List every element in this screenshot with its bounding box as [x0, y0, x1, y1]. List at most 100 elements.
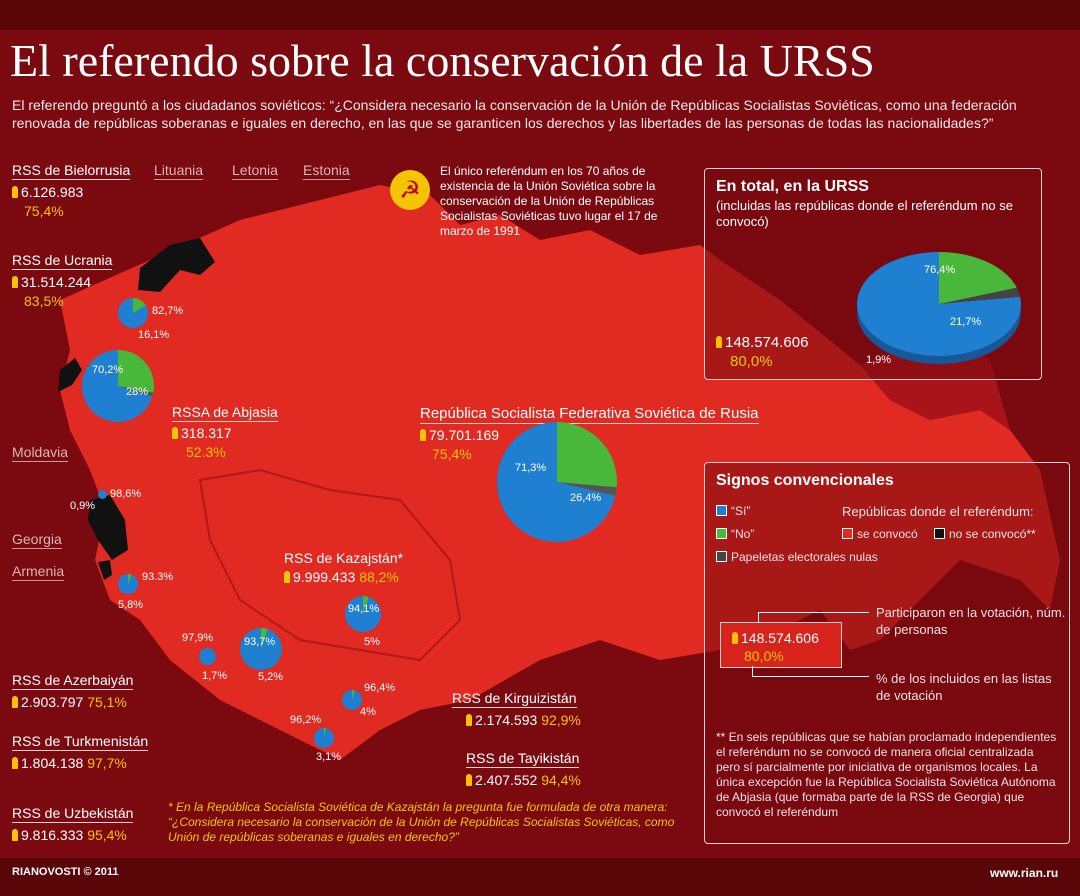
uzbekistan-pct: 95,4% — [87, 827, 127, 843]
bielorrusia-yes: 82,7% — [152, 305, 184, 317]
abjasia-yes: 98,6% — [110, 488, 142, 500]
uzbekistan-voters: 9.816.333 95,4% — [12, 827, 127, 843]
person-icon — [12, 829, 18, 841]
azerbaiyan-voters: 2.903.797 75,1% — [12, 694, 127, 710]
bielorrusia-no: 16,1% — [138, 329, 170, 341]
kirguizistan-pie — [342, 690, 362, 710]
kazajstan-pct: 88,2% — [359, 569, 399, 585]
void-swatch — [716, 551, 727, 562]
bielorrusia-pct: 75,4% — [24, 203, 64, 219]
label-georgia: Georgia — [12, 531, 62, 549]
legend-title: Signos convencionales — [716, 472, 894, 489]
legend-no-label: “No” — [731, 527, 755, 541]
rusia-voters-value: 79.701.169 — [429, 427, 500, 443]
total-voters-value: 148.574.606 — [725, 334, 809, 351]
kazajstan-no: 5% — [364, 636, 380, 648]
person-icon — [172, 427, 178, 439]
tayikistan-no: 3,1% — [316, 751, 342, 763]
label-lituania: Lituania — [154, 162, 204, 180]
ucrania-voters: 31.514.244 — [12, 274, 91, 290]
kirguizistan-name: RSS de Kirguizistán — [452, 690, 577, 708]
person-icon — [732, 632, 738, 644]
label-moldavia: Moldavia — [12, 444, 69, 462]
turkmenistan-name: RSS de Turkmenistán — [12, 733, 149, 751]
tayikistan-yes: 96,2% — [290, 714, 322, 726]
turkmenistan-voters-value: 1.804.138 — [21, 755, 84, 771]
rusia-no: 26,4% — [570, 492, 602, 504]
person-icon — [12, 186, 18, 198]
azerbaiyan-voters-value: 2.903.797 — [21, 694, 84, 710]
total-no: 21,7% — [950, 316, 982, 328]
total-pie — [857, 252, 1021, 356]
rusia-pct: 75,4% — [432, 446, 472, 462]
kazajstan-voters: 9.999.433 88,2% — [284, 569, 399, 585]
azerbaiyan-name: RSS de Azerbaiyán — [12, 672, 134, 690]
hammer-sickle-icon: ☭ — [390, 170, 430, 210]
abjasia-pie — [98, 490, 107, 499]
rusia-pie — [497, 422, 617, 542]
abjasia-voters: 318.317 — [172, 425, 232, 441]
ucrania-name: RSS de Ucrania — [12, 252, 113, 270]
bielorrusia-voters: 6.126.983 — [12, 184, 83, 200]
total-void: 1,9% — [866, 354, 892, 366]
total-voters: 148.574.606 — [716, 334, 808, 351]
info-text: El único referéndum en los 70 años de ex… — [440, 164, 658, 238]
tayikistan-pie — [314, 728, 334, 748]
kazajstan-name: RSS de Kazajstán* — [284, 550, 404, 566]
sample-voters: 148.574.606 — [732, 630, 819, 646]
legend-convoked: se convocó — [842, 527, 918, 542]
legend-participants: Participaron en la votación, núm. de per… — [876, 605, 1066, 637]
ucrania-yes: 70,2% — [92, 364, 124, 376]
uzbekistan-name: RSS de Uzbekistán — [12, 805, 134, 823]
person-icon — [716, 336, 722, 348]
ucrania-pie — [82, 350, 154, 422]
legend-not-convoked: no se convocó** — [934, 527, 1036, 542]
turkmenistan-pie — [199, 648, 216, 665]
azerbaiyan-pie — [118, 574, 138, 594]
legend-no: “No” — [716, 527, 754, 542]
uzbekistan-voters-value: 9.816.333 — [21, 827, 84, 843]
kirguizistan-yes: 96,4% — [364, 682, 396, 694]
moldova-shape — [58, 358, 82, 392]
legend-footnote: ** En seis repúblicas que se habían proc… — [716, 730, 1057, 819]
kazajstan-pie — [345, 596, 381, 632]
sample-pct: 80,0% — [744, 648, 784, 664]
person-icon — [12, 276, 18, 288]
kazajstan-voters-value: 9.999.433 — [293, 569, 356, 585]
turkmenistan-pct: 97,7% — [87, 755, 127, 771]
total-pct: 80,0% — [730, 353, 773, 370]
kirguizistan-pct: 92,9% — [541, 712, 581, 728]
rusia-name: República Socialista Federativa Soviétic… — [420, 405, 759, 424]
convoked-swatch — [842, 528, 853, 539]
legend-void-label: Papeletas electorales nulas — [731, 550, 878, 564]
sample-box — [720, 622, 842, 668]
uzbekistan-yes: 93,7% — [244, 636, 276, 648]
legend-yes: “Sí” — [716, 504, 750, 519]
azerbaiyan-pct: 75,1% — [87, 694, 127, 710]
total-yes: 76,4% — [924, 264, 956, 276]
total-subtitle: (incluidas las repúblicas donde el refer… — [716, 198, 1014, 229]
kirguizistan-no: 4% — [360, 706, 376, 718]
tayikistan-name: RSS de Tayikistán — [466, 750, 580, 768]
intro-text: El referendo preguntó a los ciudadanos s… — [12, 97, 1017, 131]
label-armenia: Armenia — [12, 563, 65, 581]
person-icon — [12, 696, 18, 708]
georgia-shape — [88, 495, 128, 560]
legend-convoked-label: se convocó — [857, 527, 918, 541]
tayikistan-voters-value: 2.407.552 — [475, 772, 538, 788]
bielorrusia-voters-value: 6.126.983 — [21, 184, 84, 200]
turkmenistan-yes: 97,9% — [182, 632, 214, 644]
footer-right: www.rian.ru — [990, 866, 1059, 880]
kazakhstan-border — [198, 468, 462, 662]
azerbaiyan-no: 5,8% — [118, 599, 144, 611]
uzbekistan-pie — [240, 628, 282, 670]
legend-not-convoked-label: no se convocó** — [949, 527, 1036, 541]
sample-voters-value: 148.574.606 — [741, 630, 819, 646]
abjasia-pct: 52.3% — [186, 444, 226, 460]
total-title: En total, en la URSS — [716, 178, 869, 195]
kirguizistan-voters-value: 2.174.593 — [475, 712, 538, 728]
abjasia-name: RSSA de Abjasia — [172, 404, 278, 422]
azerbaiyan-yes: 93.3% — [142, 571, 174, 583]
armenia-shape — [98, 560, 112, 580]
abjasia-voters-value: 318.317 — [181, 425, 232, 441]
